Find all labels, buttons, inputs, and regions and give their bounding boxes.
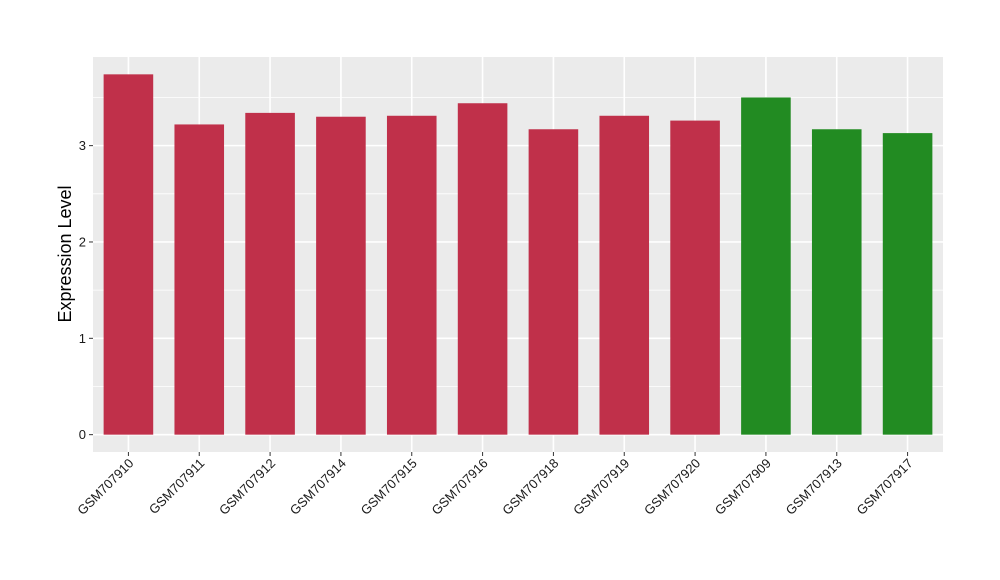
x-tick-label: GSM707916 [428, 456, 490, 518]
bar-GSM707915 [386, 115, 437, 435]
bar-GSM707917 [882, 133, 933, 435]
x-tick-label: GSM707920 [641, 456, 703, 518]
x-tick-label: GSM707917 [853, 456, 915, 518]
x-tick-label: GSM707919 [570, 456, 632, 518]
y-tick-label: 2 [79, 234, 86, 249]
y-axis: 0 1 2 3 [79, 138, 93, 442]
y-tick-label: 0 [79, 427, 86, 442]
bar-GSM707916 [457, 103, 508, 435]
bar-GSM707911 [174, 124, 225, 435]
bar-GSM707913 [811, 129, 862, 435]
bar-GSM707912 [245, 112, 295, 435]
bar-GSM707909 [741, 97, 791, 435]
bars [103, 74, 933, 435]
x-tick-label: GSM707912 [216, 456, 278, 518]
x-tick-label: GSM707913 [783, 456, 845, 518]
bar-GSM707920 [670, 120, 720, 435]
x-tick-label: GSM707914 [287, 456, 349, 518]
bar-GSM707919 [599, 115, 650, 435]
x-tick-label: GSM707909 [712, 456, 774, 518]
y-axis-title: Expression Level [55, 185, 75, 322]
y-tick-label: 1 [79, 331, 86, 346]
x-tick-label: GSM707918 [499, 456, 561, 518]
x-tick-label: GSM707911 [146, 456, 208, 518]
bar-GSM707918 [528, 129, 579, 435]
x-tick-label: GSM707910 [74, 456, 136, 518]
x-axis: GSM707910 GSM707911 GSM707912 GSM707914 GSM7… [74, 452, 916, 518]
bar-GSM707914 [316, 116, 366, 435]
x-tick-label: GSM707915 [358, 456, 420, 518]
bar-GSM707910 [103, 74, 154, 435]
y-tick-label: 3 [79, 138, 86, 153]
